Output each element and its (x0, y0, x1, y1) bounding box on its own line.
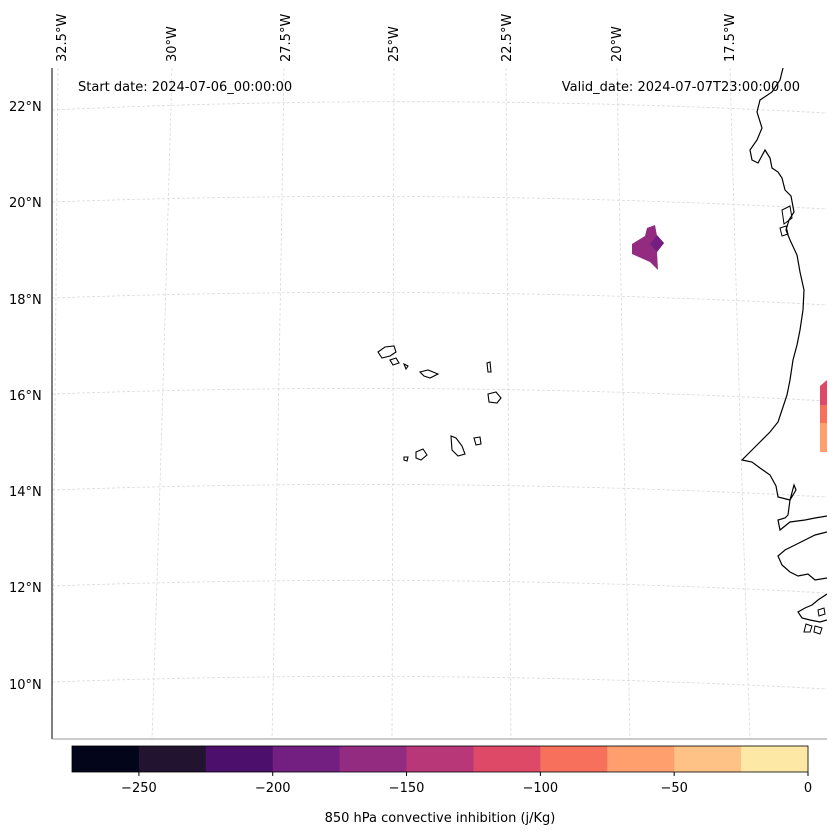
parallel (52, 196, 827, 210)
cin-patch-core (650, 235, 664, 252)
meridian (616, 68, 631, 739)
guinea-coastline (797, 593, 827, 623)
lon-label: 30°W (165, 26, 180, 62)
colorbar-bin (473, 746, 541, 772)
colorbar-tick-label: 0 (804, 781, 812, 796)
parallel (52, 676, 827, 690)
guinea-bissau-coastline (777, 531, 827, 581)
cin-patch-edge-1 (820, 380, 827, 405)
colorbar-bin (607, 746, 675, 772)
island-brava (403, 456, 409, 462)
colorbar-bin (674, 746, 742, 772)
meridian (52, 68, 59, 739)
colorbar-bin (406, 746, 474, 772)
colorbar-label: 850 hPa convective inhibition (j/Kg) (325, 811, 556, 826)
start-date-label: Start date: 2024-07-06_00:00:00 (78, 80, 292, 95)
colorbar: −250 −200 −150 −100 −50 0 850 hPa convective … (71, 745, 812, 826)
valid-date-label: Valid_date: 2024-07-07T23:00:00.00 (562, 80, 800, 95)
colorbar-bin (741, 746, 809, 772)
map-panel: Start date: 2024-07-06_00:00:00 Valid_da… (52, 68, 827, 739)
lat-label: 14°N (9, 485, 42, 500)
lat-label: 20°N (9, 196, 42, 211)
island-boa-vista (487, 391, 502, 404)
parallel (52, 388, 827, 402)
colorbar-ticks: −250 −200 −150 −100 −50 0 (121, 772, 812, 796)
colorbar-tick-label: −50 (660, 781, 687, 796)
lat-label: 18°N (9, 293, 42, 308)
meridian (505, 68, 512, 739)
parallel (52, 101, 827, 114)
meridian (151, 68, 173, 739)
colorbar-bins (72, 746, 809, 772)
meridian (391, 68, 395, 739)
colorbar-bin (205, 746, 274, 772)
bijagos-islands (803, 607, 826, 635)
western-sahara-coast-detail (779, 205, 793, 237)
africa-coastline (740, 68, 827, 532)
island-santo-antao (377, 345, 397, 359)
lon-label: 32.5°W (55, 14, 70, 62)
lon-label: 17.5°W (723, 14, 738, 62)
lat-label: 12°N (9, 581, 42, 596)
colorbar-bin (72, 746, 140, 772)
colorbar-bin (272, 746, 341, 772)
colorbar-bin (138, 746, 207, 772)
parallel (52, 484, 827, 498)
colorbar-tick-label: −150 (389, 781, 425, 796)
colorbar-bin (540, 746, 608, 772)
lon-label: 25°W (387, 26, 402, 62)
lon-label: 22.5°W (500, 14, 515, 62)
colorbar-tick-label: −200 (255, 781, 291, 796)
colorbar-frame (71, 745, 809, 773)
graticule (52, 68, 827, 739)
island-sal (486, 361, 492, 373)
ocean-background (52, 68, 827, 739)
colorbar-tick-label: −100 (523, 781, 559, 796)
lon-label: 27.5°W (279, 14, 294, 62)
parallel (52, 580, 827, 594)
cin-fill (632, 225, 827, 452)
cape-verde-islands (377, 345, 502, 462)
lat-label: 16°N (9, 389, 42, 404)
cin-patch-edge-2 (820, 405, 827, 423)
lat-label: 10°N (9, 678, 42, 693)
latitude-labels: 22°N 20°N 18°N 16°N 14°N 12°N 10°N (9, 100, 42, 693)
island-santa-luzia (402, 362, 409, 371)
cin-patch-edge-3 (820, 423, 827, 452)
island-sao-vicente (389, 357, 400, 366)
parallel (52, 292, 827, 306)
cin-patch-northwest-africa (632, 225, 664, 270)
colorbar-tick-label: −250 (121, 781, 157, 796)
island-santiago (450, 435, 466, 457)
longitude-labels: 32.5°W 30°W 27.5°W 25°W 22.5°W 20°W 17.5… (55, 14, 738, 62)
colorbar-bin (339, 746, 408, 772)
island-sao-nicolau (418, 369, 440, 379)
meridian (271, 68, 285, 739)
lat-label: 22°N (9, 100, 42, 115)
lon-label: 20°W (610, 26, 625, 62)
meridian (729, 68, 751, 739)
island-maio (473, 436, 482, 446)
island-fogo (415, 448, 428, 461)
